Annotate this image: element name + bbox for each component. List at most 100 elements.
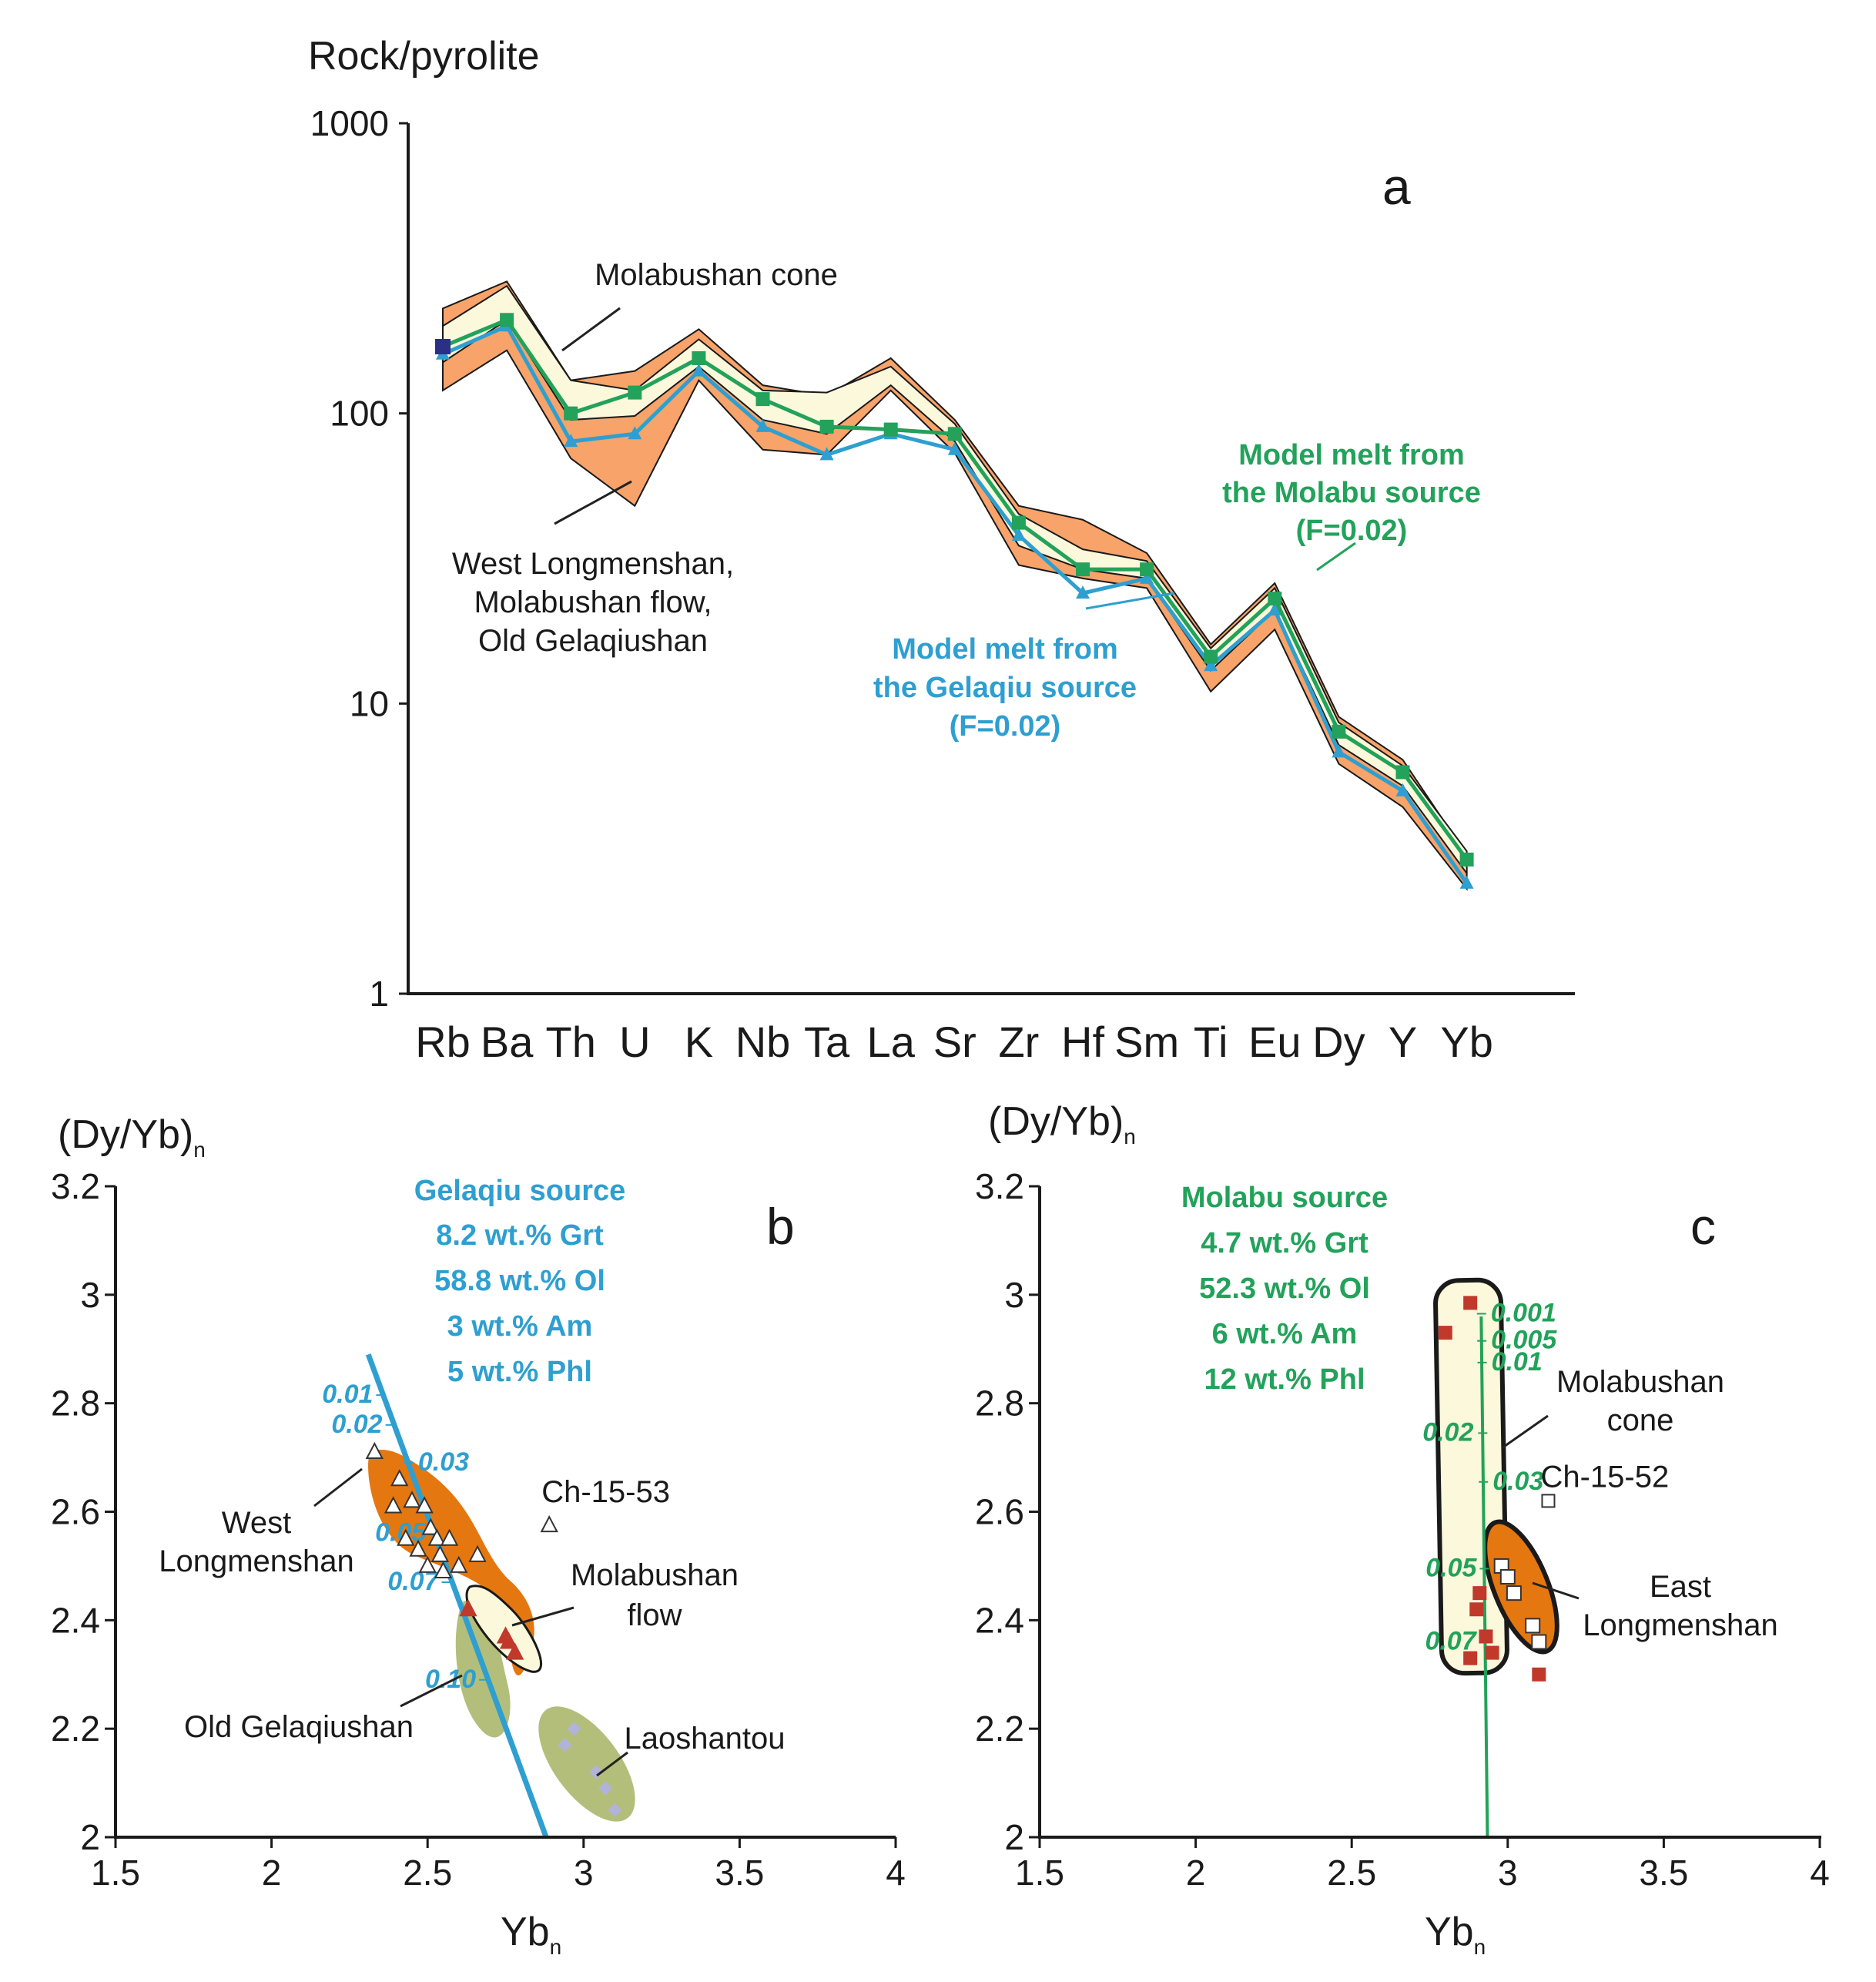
label-cone: cone (1607, 1403, 1674, 1437)
gelaqiu-point (1268, 602, 1282, 615)
ch-15-53-label: Ch-15-53 (541, 1475, 670, 1509)
model-curve-line (365, 1353, 549, 1839)
xtick-label: 2.5 (1327, 1853, 1376, 1893)
xtick-label: 1.5 (1015, 1853, 1064, 1893)
xtick-label: 3.5 (1639, 1853, 1688, 1893)
panel-c-xlabel: Ybn (1425, 1910, 1486, 1959)
melt-fraction-label: 0.07 (1425, 1627, 1477, 1656)
label-east: East (1650, 1570, 1711, 1604)
gelaqiu-point (564, 434, 578, 448)
west-longmenshan-point (384, 1496, 403, 1514)
ch-15-52-point (1541, 1494, 1556, 1508)
molabushan-cone-point (1463, 1296, 1478, 1310)
west-longmenshan-point (468, 1544, 487, 1562)
molabu-point (947, 427, 962, 441)
category-label: Rb (415, 1018, 471, 1066)
molabu-point (883, 422, 898, 437)
gelaqiu-point (1204, 658, 1218, 672)
category-label: Zr (998, 1018, 1039, 1066)
category-label: Eu (1248, 1018, 1301, 1066)
annot-molabu-line3: (F=0.02) (1296, 515, 1408, 547)
molabushan-cone-point (1438, 1326, 1452, 1340)
label-laoshantou: Laoshantou (624, 1722, 785, 1756)
panel-a-categories: Rb Ba Th U K Nb Ta La Sr Zr Hf Sm Ti Eu Dy Y Yb (415, 1018, 1493, 1066)
category-label: Dy (1312, 1018, 1365, 1066)
xtick-label: 3 (1498, 1853, 1518, 1893)
category-label: Ba (481, 1018, 534, 1066)
leader-cone (1501, 1414, 1549, 1450)
laoshantou-point (598, 1781, 613, 1796)
ytick-label: 2.4 (975, 1600, 1024, 1640)
gelaqiu-source-line4: 5 wt.% Phl (447, 1356, 592, 1388)
panel-a-letter: a (1382, 158, 1411, 215)
molabushan-cone-point (1485, 1645, 1499, 1660)
ytick-label: 2.2 (51, 1709, 100, 1749)
ytick-label: 2.6 (975, 1492, 1024, 1532)
west-longmenshan-point (421, 1518, 440, 1535)
molabu-point (564, 406, 578, 421)
gelaqiu-point (692, 363, 706, 377)
molabu-point (628, 385, 642, 400)
label-molabushan-c: Molabushan (1556, 1365, 1724, 1399)
melt-fraction-label: 0.05 (1425, 1553, 1477, 1582)
molabu-point (1332, 724, 1346, 739)
molabu-source-line4: 12 wt.% Phl (1204, 1363, 1365, 1396)
gelaqiu-point (1076, 585, 1090, 599)
molabushan-cone-point (1469, 1602, 1484, 1617)
ytick-label: 2 (1004, 1817, 1024, 1857)
label-molabushan: Molabushan (571, 1558, 739, 1592)
xtick-label: 3 (574, 1853, 594, 1893)
molabu-source-line1: 4.7 wt.% Grt (1201, 1227, 1368, 1259)
outlier-point (1532, 1667, 1546, 1682)
panel-b-xticks: 1.5 2 2.5 3 3.5 4 (91, 1837, 906, 1893)
panel-a-yticks: 1 10 100 1000 (310, 103, 408, 1014)
melt-fraction-label: 0.001 (1491, 1298, 1556, 1327)
east-longmenshan-point (1499, 1569, 1516, 1585)
ytick-label: 3.2 (975, 1166, 1024, 1206)
annot-molabu-line1: Model melt from (1238, 439, 1464, 471)
label-west: West (222, 1506, 291, 1540)
ytick-label: 2.2 (975, 1709, 1024, 1749)
gelaqiu-point (755, 418, 770, 432)
molabu-point (1395, 765, 1410, 780)
category-label: Ta (804, 1018, 850, 1066)
molabu-source-line2: 52.3 wt.% Ol (1199, 1273, 1370, 1305)
label-old-gelaqiushan: Old Gelaqiushan (184, 1710, 414, 1744)
leader-flow (511, 1606, 575, 1627)
category-label: Ti (1194, 1018, 1228, 1066)
ytick-label: 3 (1004, 1275, 1024, 1315)
gelaqiu-point (1459, 875, 1474, 889)
annot-gelaqiu-line1: Model melt from (892, 633, 1117, 666)
ytick-label: 1000 (310, 103, 389, 143)
molabushan-flow-point (459, 1599, 477, 1617)
panel-b-ylabel: (Dy/Yb)n (58, 1112, 206, 1162)
panel-b-yticks: 2 2.2 2.4 2.6 2.8 3 3.2 (51, 1166, 116, 1857)
east-longmenshan-point (1525, 1618, 1541, 1634)
molabu-point (1011, 515, 1026, 530)
ytick-label: 2 (80, 1817, 100, 1857)
west-longmenshan-point (427, 1528, 447, 1546)
molabu-point (1076, 562, 1090, 577)
leader-laoshantou (596, 1751, 628, 1777)
molabu-point (1204, 649, 1218, 664)
molabu-source-title: Molabu source (1181, 1182, 1388, 1214)
annot-molabu-line2: the Molabu source (1222, 477, 1481, 509)
panel-c: (Dy/Yb)n 0.0010.0050.010.020.030.050.07 … (975, 1099, 1830, 1959)
molabu-point (692, 350, 706, 365)
field-laoshantou (538, 1706, 635, 1822)
xtick-label: 2 (1186, 1853, 1206, 1893)
label-longmenshan: Longmenshan (159, 1544, 354, 1578)
category-label: Sr (933, 1018, 977, 1066)
ytick-label: 2.6 (51, 1492, 100, 1532)
laoshantou-point (589, 1765, 604, 1779)
panel-c-yticks: 2 2.2 2.4 2.6 2.8 3 3.2 (975, 1166, 1040, 1857)
annot-west-line2: Molabushan flow, (474, 585, 712, 619)
ytick-label: 1 (369, 974, 389, 1014)
molabushan-cone-point (1479, 1629, 1493, 1644)
leader-old-gelaqiushan (400, 1674, 463, 1708)
laoshantou-point (558, 1738, 572, 1752)
gelaqiu-point (947, 441, 962, 455)
molabu-point (755, 392, 770, 407)
category-label: Hf (1061, 1018, 1104, 1066)
